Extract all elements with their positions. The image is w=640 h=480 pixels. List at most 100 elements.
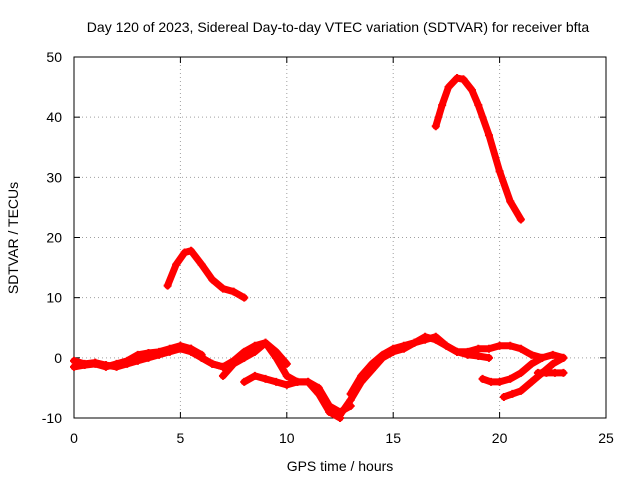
data-point <box>495 341 504 350</box>
data-point <box>240 353 249 362</box>
series-line <box>432 74 525 223</box>
series-arc-j <box>478 350 568 386</box>
data-point <box>533 368 542 377</box>
data-point <box>272 353 281 362</box>
data-point <box>336 410 344 419</box>
data-point <box>506 197 515 206</box>
data-point <box>163 281 172 290</box>
series-arc-i <box>431 74 525 224</box>
data-point <box>527 350 536 359</box>
data-point <box>112 359 121 368</box>
x-tick-label: 20 <box>492 430 508 446</box>
series-line <box>240 372 344 422</box>
data-point <box>346 389 355 398</box>
data-point <box>261 338 270 347</box>
data-point <box>180 248 189 257</box>
data-point <box>474 101 483 110</box>
data-point <box>442 341 451 350</box>
data-point <box>80 361 89 370</box>
axis-ticks: 0 5 10 15 20 25 -10 0 10 20 30 40 50 <box>42 49 614 446</box>
data-point <box>172 260 181 269</box>
data-point <box>197 260 206 269</box>
data-point <box>314 389 323 398</box>
data-point <box>325 407 334 416</box>
data-point <box>176 341 185 350</box>
data-point <box>508 389 517 398</box>
data-point <box>410 338 419 347</box>
y-tick-label: 0 <box>54 350 62 366</box>
x-tick-label: 10 <box>279 430 295 446</box>
y-tick-label: 20 <box>46 230 62 246</box>
data-point <box>282 380 291 389</box>
data-series <box>70 74 568 422</box>
data-point <box>453 74 462 83</box>
data-point <box>484 344 493 353</box>
data-point <box>550 368 559 377</box>
data-point <box>487 377 496 386</box>
y-tick-label: 50 <box>46 49 62 65</box>
data-point <box>293 377 302 386</box>
data-point <box>527 377 536 386</box>
data-point <box>444 83 453 92</box>
data-point <box>499 392 508 401</box>
data-point <box>484 353 493 362</box>
data-point <box>399 341 408 350</box>
data-point <box>218 362 227 371</box>
data-point <box>431 332 440 341</box>
data-point <box>367 359 376 368</box>
x-tick-label: 25 <box>598 430 614 446</box>
x-tick-label: 0 <box>70 430 78 446</box>
data-point <box>495 167 504 176</box>
data-point <box>250 371 259 380</box>
data-point <box>527 359 536 368</box>
data-point <box>548 359 557 368</box>
data-point <box>240 293 249 302</box>
data-point <box>474 352 483 361</box>
data-point <box>516 386 525 395</box>
data-point <box>197 353 206 362</box>
x-tick-label: 5 <box>177 430 185 446</box>
data-point <box>187 344 196 353</box>
data-point <box>250 347 259 356</box>
data-point <box>431 122 440 131</box>
data-point <box>144 349 153 358</box>
data-point <box>559 353 568 362</box>
grid-lines <box>74 57 606 418</box>
data-point <box>91 359 100 368</box>
x-tick-label: 15 <box>385 430 401 446</box>
data-point <box>389 344 398 353</box>
data-point <box>516 368 525 377</box>
data-point <box>282 371 291 380</box>
y-tick-label: 30 <box>46 169 62 185</box>
data-point <box>123 356 132 365</box>
data-point <box>187 246 196 255</box>
data-point <box>261 374 270 383</box>
data-point <box>459 75 468 84</box>
data-point <box>70 362 78 371</box>
data-point <box>208 359 217 368</box>
data-point <box>229 287 238 296</box>
data-point <box>478 374 487 383</box>
data-point <box>438 101 447 110</box>
data-point <box>229 359 238 368</box>
data-point <box>495 377 504 386</box>
series-arc-b <box>70 341 206 371</box>
data-point <box>155 347 164 356</box>
data-point <box>240 377 249 386</box>
data-point <box>484 131 493 140</box>
data-point <box>357 371 366 380</box>
data-point <box>467 86 476 95</box>
data-point <box>421 335 430 344</box>
series-arc-e <box>218 338 355 416</box>
series-arc-h <box>346 332 547 398</box>
y-tick-label: -10 <box>42 410 62 426</box>
data-point <box>165 344 174 353</box>
data-point <box>506 341 515 350</box>
data-point <box>516 215 525 224</box>
data-point <box>516 344 525 353</box>
data-point <box>548 350 557 359</box>
data-point <box>474 344 483 353</box>
series-arc-c <box>163 246 249 302</box>
data-point <box>463 347 472 356</box>
